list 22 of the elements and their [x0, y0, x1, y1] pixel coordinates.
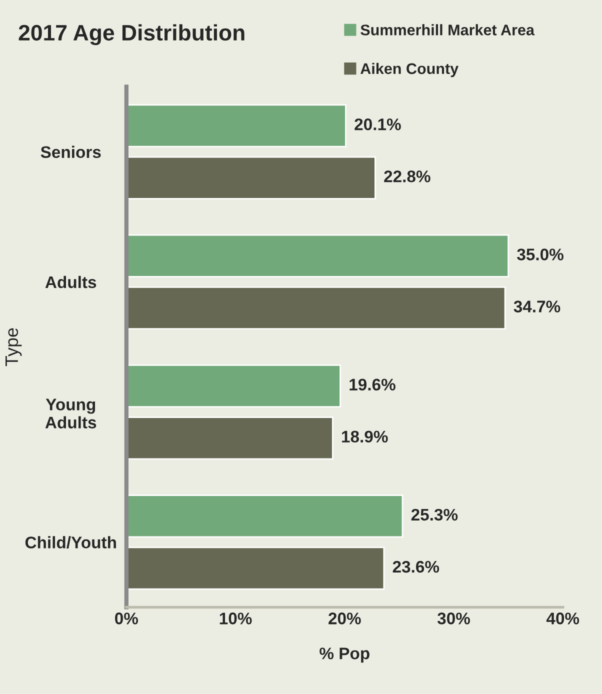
data-label: 20.1%: [354, 118, 401, 130]
x-tick-label: 0%: [115, 612, 138, 624]
data-label: 19.6%: [350, 378, 396, 391]
x-axis-title: % Pop: [320, 648, 370, 663]
x-tick-label: 40%: [546, 612, 580, 624]
legend-label: Summerhill Market Area: [360, 24, 535, 36]
x-tick-label: 30%: [437, 612, 470, 624]
legend-label: Aiken County: [360, 62, 459, 78]
x-tick-label: 20%: [328, 612, 361, 624]
y-tick-label: Young Adults: [45, 398, 96, 428]
data-label: 23.6%: [392, 560, 440, 573]
data-label: 35.0%: [517, 248, 564, 260]
data-label: 34.7%: [514, 300, 560, 312]
y-axis-title: Type: [6, 328, 22, 366]
data-label: 22.8%: [384, 170, 430, 182]
data-label: 18.9%: [342, 430, 388, 443]
y-tick-label: Adults: [45, 276, 96, 288]
data-label: 25.3%: [411, 508, 458, 521]
y-tick-label: Child/Youth: [25, 536, 116, 549]
x-tick-label: 10%: [220, 612, 252, 624]
y-tick-label: Seniors: [40, 146, 101, 158]
chart-title: 2017 Age Distribution: [18, 24, 244, 46]
